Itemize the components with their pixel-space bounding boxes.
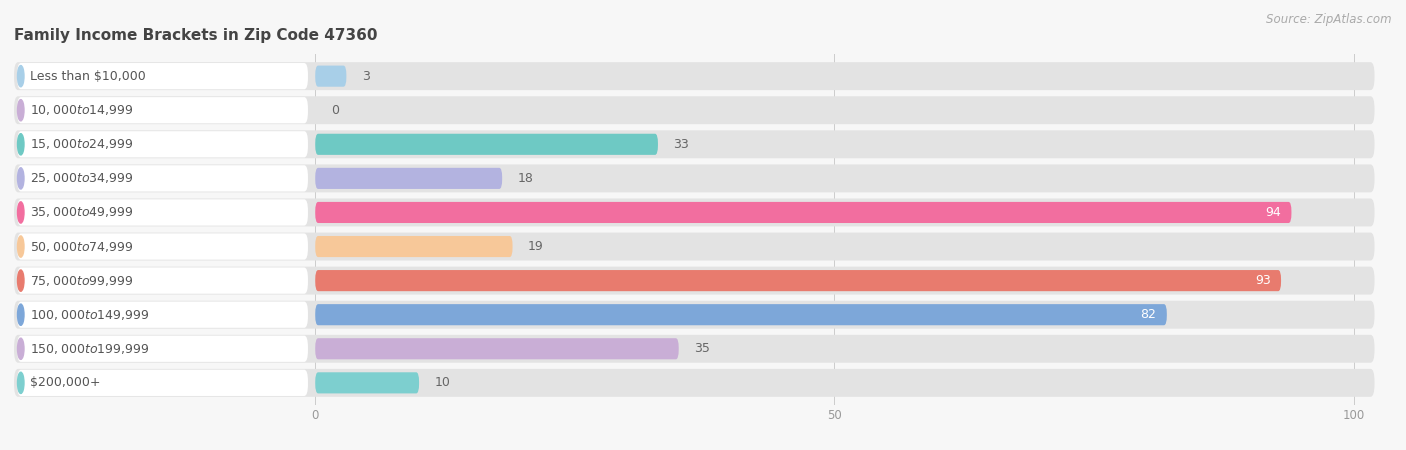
FancyBboxPatch shape (315, 270, 1281, 291)
Text: $75,000 to $99,999: $75,000 to $99,999 (30, 274, 134, 288)
Circle shape (17, 304, 24, 325)
FancyBboxPatch shape (17, 199, 308, 225)
Text: $35,000 to $49,999: $35,000 to $49,999 (30, 206, 134, 220)
FancyBboxPatch shape (17, 63, 308, 89)
FancyBboxPatch shape (17, 234, 308, 260)
Circle shape (17, 202, 24, 223)
Text: 33: 33 (673, 138, 689, 151)
Text: 19: 19 (529, 240, 544, 253)
FancyBboxPatch shape (17, 336, 308, 362)
FancyBboxPatch shape (14, 267, 1375, 295)
FancyBboxPatch shape (17, 302, 308, 328)
FancyBboxPatch shape (17, 267, 308, 294)
FancyBboxPatch shape (17, 165, 308, 192)
Text: $100,000 to $149,999: $100,000 to $149,999 (30, 308, 149, 322)
Circle shape (17, 236, 24, 257)
Text: Source: ZipAtlas.com: Source: ZipAtlas.com (1267, 14, 1392, 27)
FancyBboxPatch shape (315, 202, 1292, 223)
FancyBboxPatch shape (315, 168, 502, 189)
FancyBboxPatch shape (14, 301, 1375, 328)
Text: $200,000+: $200,000+ (30, 376, 100, 389)
Text: 82: 82 (1140, 308, 1157, 321)
FancyBboxPatch shape (14, 198, 1375, 226)
Circle shape (17, 66, 24, 87)
Text: 18: 18 (517, 172, 534, 185)
Text: $10,000 to $14,999: $10,000 to $14,999 (30, 103, 134, 117)
FancyBboxPatch shape (17, 370, 308, 396)
Circle shape (17, 338, 24, 360)
Text: Family Income Brackets in Zip Code 47360: Family Income Brackets in Zip Code 47360 (14, 28, 378, 43)
FancyBboxPatch shape (17, 97, 308, 123)
Circle shape (17, 99, 24, 121)
FancyBboxPatch shape (14, 369, 1375, 397)
FancyBboxPatch shape (315, 304, 1167, 325)
Text: 35: 35 (695, 342, 710, 355)
Circle shape (17, 134, 24, 155)
FancyBboxPatch shape (14, 335, 1375, 363)
Text: Less than $10,000: Less than $10,000 (30, 70, 145, 83)
FancyBboxPatch shape (315, 236, 513, 257)
Circle shape (17, 168, 24, 189)
Circle shape (17, 372, 24, 393)
FancyBboxPatch shape (14, 96, 1375, 124)
Text: 94: 94 (1265, 206, 1281, 219)
Text: 0: 0 (330, 104, 339, 117)
Text: $50,000 to $74,999: $50,000 to $74,999 (30, 239, 134, 253)
FancyBboxPatch shape (14, 164, 1375, 192)
Text: 93: 93 (1256, 274, 1271, 287)
Text: 10: 10 (434, 376, 450, 389)
Text: $150,000 to $199,999: $150,000 to $199,999 (30, 342, 149, 356)
Text: 3: 3 (361, 70, 370, 83)
Circle shape (17, 270, 24, 291)
FancyBboxPatch shape (315, 338, 679, 360)
FancyBboxPatch shape (315, 134, 658, 155)
FancyBboxPatch shape (14, 233, 1375, 261)
Text: $15,000 to $24,999: $15,000 to $24,999 (30, 137, 134, 151)
FancyBboxPatch shape (315, 372, 419, 393)
FancyBboxPatch shape (14, 130, 1375, 158)
Text: $25,000 to $34,999: $25,000 to $34,999 (30, 171, 134, 185)
FancyBboxPatch shape (315, 66, 346, 87)
FancyBboxPatch shape (17, 131, 308, 158)
FancyBboxPatch shape (14, 62, 1375, 90)
